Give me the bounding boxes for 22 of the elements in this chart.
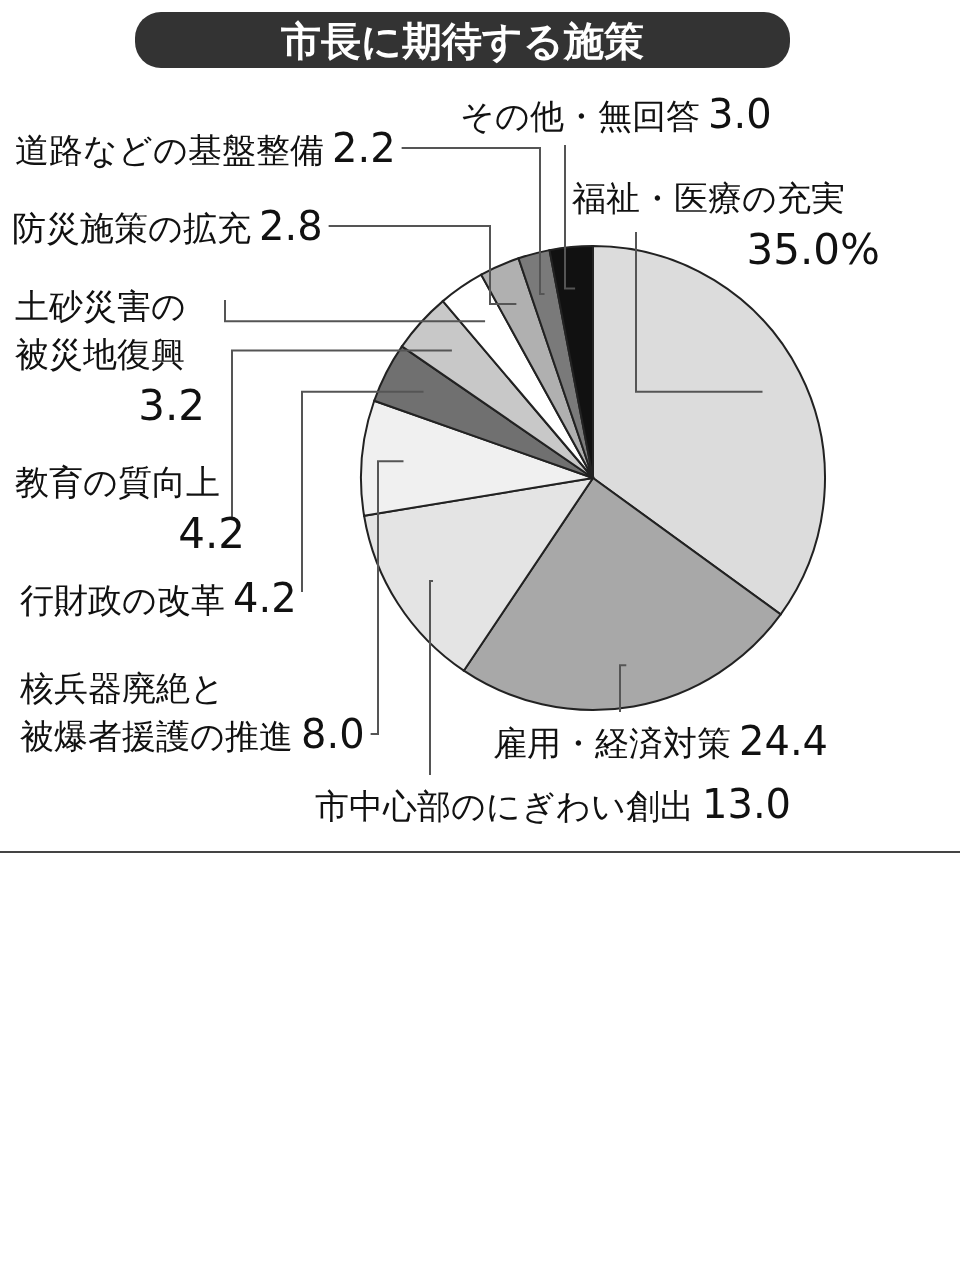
data-label: 2.8 (259, 203, 323, 249)
chart-title: 市長に期待する施策 (279, 18, 644, 64)
data-label: 8.0 (301, 711, 365, 757)
slice-label: 核兵器廃絶と被爆者援護の推進 (19, 668, 293, 756)
slice-label: その他・無回答 (460, 96, 700, 136)
data-label: 24.4 (739, 718, 829, 764)
slice-label: 土砂災害の被災地復興 (15, 286, 186, 374)
slice-label: 福祉・医療の充実 (572, 178, 845, 218)
data-label: 4.2 (178, 509, 245, 558)
slice-label: 市中心部のにぎわい創出 (315, 786, 694, 826)
slice-label: 防災施策の拡充 (12, 208, 251, 248)
slice-label: 雇用・経済対策 (493, 723, 731, 763)
data-label: 4.2 (233, 575, 297, 621)
slice-label: 教育の質向上 (15, 462, 220, 502)
slice-label: 道路などの基盤整備 (15, 130, 324, 170)
data-label: 3.2 (138, 381, 205, 430)
slice-label: 行財政の改革 (20, 580, 225, 620)
data-label: 3.0 (708, 91, 772, 137)
title: 市長に期待する施策 (135, 12, 790, 68)
data-label: 13.0 (702, 781, 792, 827)
data-label: 35.0% (746, 225, 880, 274)
data-label: 2.2 (332, 125, 396, 171)
